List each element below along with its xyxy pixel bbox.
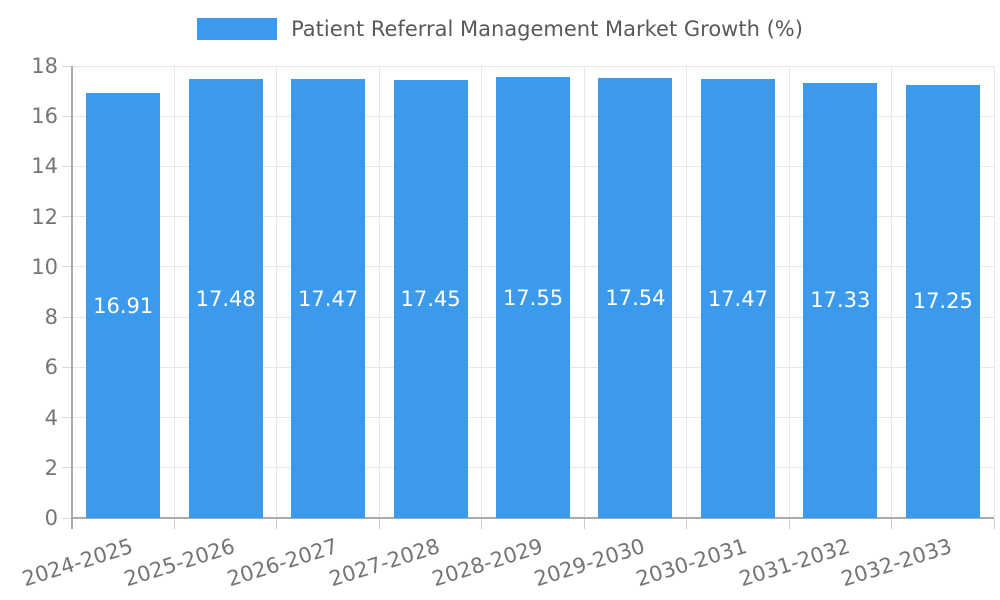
y-axis-tick bbox=[62, 517, 72, 519]
bar bbox=[803, 82, 878, 518]
x-gridline bbox=[993, 66, 995, 518]
x-axis-line bbox=[72, 517, 994, 519]
bar bbox=[598, 77, 673, 518]
y-axis-tick-label: 18 bbox=[31, 54, 58, 78]
bar-value-label: 17.25 bbox=[912, 289, 973, 314]
x-gridline bbox=[378, 66, 380, 518]
y-axis-tick-label: 6 bbox=[44, 355, 58, 380]
x-axis-tick bbox=[173, 519, 175, 529]
bar bbox=[905, 84, 980, 518]
x-axis-tick-label: 2032-2033 bbox=[838, 534, 955, 592]
y-axis-tick bbox=[62, 115, 72, 117]
x-gridline bbox=[276, 66, 278, 518]
y-axis-tick bbox=[62, 417, 72, 419]
legend-label: Patient Referral Management Market Growt… bbox=[291, 17, 803, 41]
x-axis-tick bbox=[583, 519, 585, 529]
y-axis-line bbox=[71, 66, 73, 529]
x-axis-tick-label: 2028-2029 bbox=[428, 534, 546, 592]
x-axis-tick-label: 2024-2025 bbox=[19, 534, 136, 592]
x-gridline bbox=[583, 66, 585, 518]
x-axis-tick bbox=[686, 519, 688, 529]
y-axis-tick-label: 2 bbox=[44, 455, 58, 480]
y-axis-tick-label: 4 bbox=[44, 405, 58, 430]
y-axis-tick-label: 16 bbox=[31, 104, 58, 129]
bar bbox=[496, 77, 570, 518]
x-axis-tick bbox=[788, 519, 790, 529]
bar bbox=[86, 93, 161, 518]
y-axis-tick-label: 8 bbox=[44, 305, 58, 330]
x-axis-tick bbox=[891, 519, 893, 529]
bar bbox=[188, 79, 263, 518]
y-axis-tick bbox=[62, 366, 72, 368]
legend-item[interactable]: Patient Referral Management Market Growt… bbox=[197, 18, 803, 40]
y-axis-tick bbox=[62, 65, 72, 67]
y-axis-tick-label: 12 bbox=[31, 204, 58, 229]
y-gridline bbox=[72, 65, 994, 67]
bar bbox=[393, 79, 468, 518]
y-axis-tick bbox=[62, 467, 72, 469]
y-axis-tick-label: 10 bbox=[31, 254, 58, 279]
x-axis-tick-label: 2026-2027 bbox=[223, 534, 341, 592]
legend: Patient Referral Management Market Growt… bbox=[0, 18, 1000, 40]
x-axis-tick-label: 2031-2032 bbox=[736, 534, 853, 592]
y-axis-tick bbox=[62, 216, 72, 218]
bar-value-label: 17.33 bbox=[810, 288, 871, 313]
bar-value-label: 17.55 bbox=[502, 285, 564, 310]
x-gridline bbox=[788, 66, 790, 518]
x-axis-tick-label: 2025-2026 bbox=[121, 534, 238, 592]
y-axis-tick bbox=[62, 266, 72, 268]
bar-value-label: 17.47 bbox=[707, 286, 768, 311]
x-axis-tick bbox=[993, 519, 995, 529]
x-axis-tick-label: 2029-2030 bbox=[531, 534, 648, 592]
y-axis-tick-label: 14 bbox=[31, 154, 58, 179]
bar-value-label: 17.54 bbox=[605, 285, 666, 310]
bar-value-label: 17.47 bbox=[298, 286, 359, 311]
bar-value-label: 17.48 bbox=[195, 286, 256, 311]
bar-value-label: 16.91 bbox=[93, 293, 154, 318]
x-gridline bbox=[481, 66, 483, 518]
legend-swatch-icon bbox=[197, 18, 278, 40]
y-axis-tick bbox=[62, 316, 72, 318]
x-axis-tick bbox=[276, 519, 278, 529]
bar bbox=[291, 79, 366, 518]
bar-value-label: 17.45 bbox=[400, 286, 461, 311]
x-axis-tick bbox=[378, 519, 380, 529]
x-gridline bbox=[686, 66, 688, 518]
y-axis-tick bbox=[62, 165, 72, 167]
x-axis-tick bbox=[481, 519, 483, 529]
y-axis-tick-label: 0 bbox=[44, 506, 58, 530]
x-axis-tick-label: 2027-2028 bbox=[326, 534, 443, 592]
x-gridline bbox=[891, 66, 893, 518]
bar bbox=[700, 79, 775, 518]
x-axis-tick-label: 2030-2031 bbox=[633, 534, 751, 592]
x-gridline bbox=[173, 66, 175, 518]
